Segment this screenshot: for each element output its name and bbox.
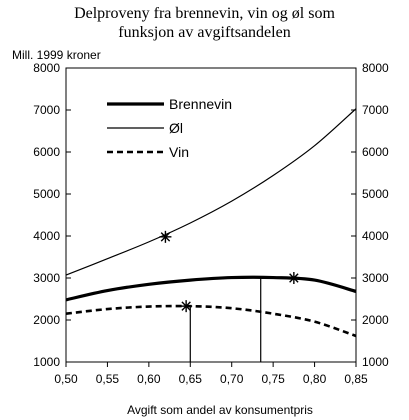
series-line-brennevin <box>65 275 357 302</box>
x-tick-label: 0,50 <box>54 372 78 386</box>
y-tick-label-right: 6000 <box>362 145 389 159</box>
y-axis-left: 1000 2000 3000 4000 5000 6000 7000 8000 <box>33 61 71 369</box>
legend-label-øl: Øl <box>169 120 183 136</box>
series-lines <box>65 108 357 338</box>
chart-title: Delproveny fra brennevin, vin og øl som … <box>0 4 409 42</box>
legend-label-brennevin: Brennevin <box>169 96 232 112</box>
y-tick-label-left: 3000 <box>33 271 60 285</box>
x-tick-label: 0,60 <box>137 372 161 386</box>
y-tick-label-left: 8000 <box>33 61 60 75</box>
y-tick-label-left: 7000 <box>33 103 60 117</box>
plot-frame <box>65 67 357 363</box>
y-tick-label-left: 5000 <box>33 187 60 201</box>
y-tick-label-right: 4000 <box>362 229 389 243</box>
y-tick-label-right: 2000 <box>362 313 389 327</box>
asterisk-marker <box>159 230 172 243</box>
x-tick-label: 0,85 <box>344 372 368 386</box>
x-axis: 0,50 0,55 0,60 0,65 0,70 0,75 0,80 0,85 <box>54 362 368 386</box>
x-tick-label: 0,75 <box>261 372 285 386</box>
asterisk-marker <box>287 272 300 284</box>
chart-title-line-1: Delproveny fra brennevin, vin og øl som <box>74 5 335 22</box>
y-axis-label: Mill. 1999 kroner <box>12 48 101 62</box>
x-tick-label: 0,70 <box>220 372 244 386</box>
legend-label-vin: Vin <box>169 144 189 160</box>
legend: Brennevin Øl Vin <box>107 96 232 160</box>
y-tick-label-right: 7000 <box>362 103 389 117</box>
asterisk-markers <box>159 230 300 313</box>
y-tick-label-left: 6000 <box>33 145 60 159</box>
y-tick-label-right: 1000 <box>362 355 389 369</box>
chart-title-line-2: funksjon av avgiftsandelen <box>118 24 291 41</box>
y-tick-label-left: 4000 <box>33 229 60 243</box>
x-tick-label: 0,80 <box>303 372 327 386</box>
x-axis-label: Avgift som andel av konsumentpris <box>127 403 313 417</box>
plot-border <box>65 67 357 363</box>
asterisk-stroke <box>181 301 191 311</box>
series-line-vin <box>65 304 357 338</box>
reference-lines <box>189 276 262 362</box>
x-tick-label: 0,55 <box>96 372 120 386</box>
y-tick-label-right: 5000 <box>362 187 389 201</box>
asterisk-marker <box>180 300 193 313</box>
y-tick-label-right: 8000 <box>362 61 389 75</box>
asterisk-stroke <box>160 232 171 242</box>
y-axis-right: 1000 2000 3000 4000 5000 6000 7000 8000 <box>351 61 389 369</box>
y-tick-label-right: 3000 <box>362 271 389 285</box>
asterisk-stroke <box>289 273 299 283</box>
x-tick-label: 0,65 <box>179 372 203 386</box>
y-tick-label-left: 1000 <box>33 355 60 369</box>
y-tick-label-left: 2000 <box>33 313 60 327</box>
series-line-øl <box>65 108 357 276</box>
